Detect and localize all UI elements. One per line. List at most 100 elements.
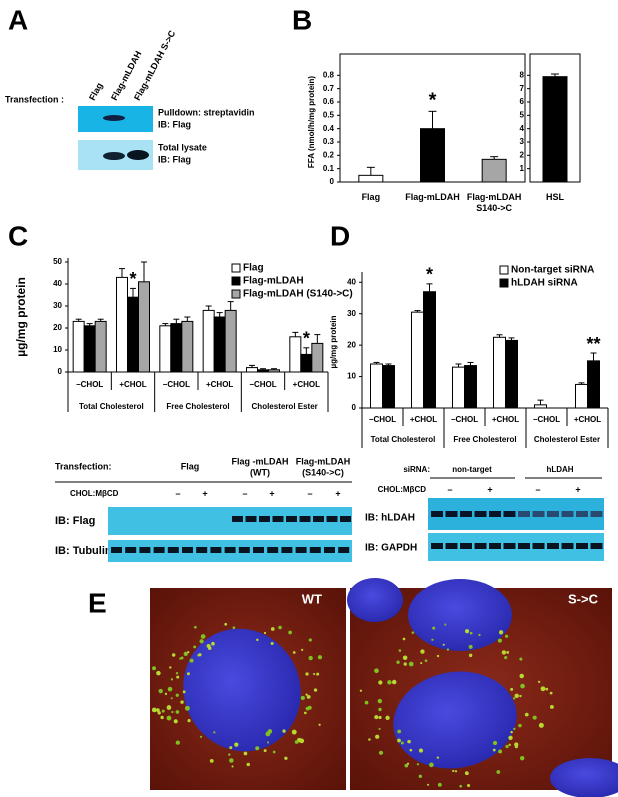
nucleus (550, 758, 618, 797)
bar (423, 291, 436, 409)
droplet (175, 693, 179, 697)
droplet (199, 735, 203, 738)
droplet (175, 740, 180, 745)
droplet (506, 650, 510, 654)
droplet (176, 675, 180, 679)
droplet (256, 638, 259, 642)
x-tick-label: HSL (546, 192, 565, 202)
band (518, 511, 530, 517)
y-tick-label: 30 (53, 301, 62, 310)
y-tick-label: 20 (53, 323, 62, 332)
group-label: Cholesterol Ester (252, 402, 318, 411)
droplet (418, 748, 424, 753)
bar (311, 342, 324, 373)
droplet (291, 729, 297, 735)
band (489, 543, 501, 549)
band (196, 547, 208, 553)
bar (358, 174, 384, 183)
band (281, 547, 293, 553)
band (103, 115, 125, 121)
droplet (504, 656, 508, 660)
droplet (538, 722, 544, 728)
droplet (197, 654, 200, 657)
y-axis-label: µg/mg protein (329, 315, 338, 368)
droplet (158, 688, 163, 694)
x-tick-label: −CHOL (163, 380, 190, 389)
legend-swatch (231, 276, 241, 286)
droplet (496, 770, 501, 774)
droplet (173, 719, 178, 724)
x-tick-label: Flag (362, 192, 381, 202)
droplet (213, 731, 216, 734)
lane-label: Flag-mLDAH S->C (132, 28, 178, 102)
droplet (424, 659, 428, 663)
droplet (397, 738, 401, 743)
droplet (167, 686, 173, 692)
droplet (161, 709, 165, 713)
droplet (519, 657, 523, 661)
droplet (378, 680, 383, 685)
blot-label: IB: Flag (158, 119, 191, 129)
droplet (368, 738, 371, 741)
lane-label: (S140->C) (302, 467, 344, 477)
droplet (267, 729, 273, 734)
band (224, 547, 236, 553)
legend-swatch (231, 263, 241, 273)
blot-label: Total lysate (158, 142, 207, 152)
droplet (166, 715, 172, 721)
treatment-sign: – (175, 488, 180, 498)
group-label: Free Cholesterol (166, 402, 229, 411)
droplet (492, 748, 496, 752)
droplet (374, 668, 379, 674)
droplet (209, 758, 214, 763)
bar (202, 309, 215, 373)
droplet (378, 727, 381, 730)
legend-label: Non-target siRNA (511, 265, 594, 276)
band (445, 543, 458, 549)
treatment-sign: – (535, 484, 540, 494)
plot-frame (529, 53, 581, 183)
band (561, 543, 574, 549)
droplet (513, 697, 516, 700)
droplet (160, 715, 164, 720)
band (518, 543, 530, 549)
lipid-droplets (151, 622, 554, 788)
band (489, 511, 501, 517)
droplet (179, 657, 182, 660)
droplet (170, 678, 174, 681)
bar (542, 76, 568, 183)
droplet (255, 746, 260, 751)
droplet (454, 770, 458, 773)
droplet (300, 695, 305, 701)
lane-label: (WT) (250, 467, 270, 477)
droplet (398, 649, 402, 652)
band (238, 547, 250, 553)
droplet (468, 653, 473, 658)
droplet (246, 762, 250, 767)
droplet (409, 748, 413, 752)
blot-label: IB: Flag (158, 154, 191, 164)
panel-label: B (292, 4, 312, 35)
y-tick-label: 50 (53, 257, 62, 266)
droplet (459, 784, 463, 788)
droplet (514, 742, 519, 747)
blot-label: IB: Flag (55, 515, 95, 527)
y-tick-label: 20 (347, 340, 356, 349)
droplet (229, 746, 233, 750)
y-tick-label: 0.8 (323, 70, 335, 79)
group-label: Cholesterol Ester (534, 435, 600, 444)
droplet (364, 700, 369, 705)
x-tick-label: Flag-mLDAH (405, 192, 460, 202)
lane-label: Flag (181, 461, 200, 471)
bar (170, 323, 183, 373)
band (125, 547, 137, 553)
droplet (436, 756, 440, 759)
droplet (402, 655, 408, 661)
droplet (374, 715, 379, 720)
nucleus (183, 628, 301, 752)
droplet (498, 749, 503, 754)
band (127, 150, 149, 160)
band (103, 152, 125, 160)
droplet (508, 735, 513, 740)
band (267, 547, 279, 553)
